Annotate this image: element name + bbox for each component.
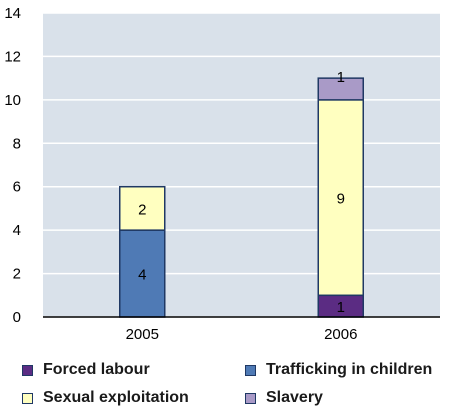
y-axis-tick-labels: 0 2 4 6 8 10 12 14	[4, 5, 21, 326]
data-label-2006-forced-labour: 1	[337, 299, 345, 316]
legend-item-sexual-exploitation: Sexual exploitation	[22, 389, 189, 407]
y-tick-label-4: 4	[13, 222, 21, 239]
data-label-2005-trafficking-in-children: 4	[138, 267, 146, 284]
bar-segment-2005-sexual-exploitation	[119, 185, 166, 231]
data-labels: 4 2 1 9 1	[138, 69, 345, 316]
x-axis-category-labels: 2005 2006	[126, 326, 358, 343]
legend: Forced labour Trafficking in children Se…	[0, 354, 459, 414]
y-tick-label-8: 8	[13, 135, 21, 152]
legend-item-slavery: Slavery	[245, 389, 323, 407]
y-tick-label-2: 2	[13, 266, 21, 283]
legend-item-trafficking-in-children: Trafficking in children	[245, 361, 432, 379]
legend-label-forced-labour: Forced labour	[43, 361, 150, 378]
gridlines	[43, 12, 440, 318]
stacked-bar-chart: 0 2 4 6 8 10 12 14 4 2 1 9 1 2005 2006	[4, 5, 440, 343]
bar-segment-2005-trafficking-in-children	[119, 229, 166, 318]
legend-label-slavery: Slavery	[266, 389, 323, 406]
legend-label-trafficking-in-children: Trafficking in children	[266, 361, 433, 378]
y-tick-label-6: 6	[13, 179, 21, 196]
bar-segment-2006-slavery	[317, 77, 364, 101]
data-label-2005-sexual-exploitation: 2	[138, 201, 146, 218]
bar-segment-2006-sexual-exploitation	[317, 99, 364, 297]
data-label-2006-slavery: 1	[337, 69, 345, 86]
y-tick-label-10: 10	[4, 92, 21, 109]
legend-swatch-slavery	[245, 392, 256, 404]
legend-label-sexual-exploitation: Sexual exploitation	[43, 389, 189, 406]
legend-swatch-trafficking-in-children	[245, 364, 256, 376]
legend-swatch-forced-labour	[22, 364, 33, 376]
legend-swatch-sexual-exploitation	[22, 392, 33, 404]
y-tick-label-14: 14	[4, 5, 21, 22]
x-category-label-2005: 2005	[126, 326, 159, 343]
data-label-2006-sexual-exploitation: 9	[337, 191, 345, 208]
plot-background	[43, 13, 440, 317]
y-tick-label-12: 12	[4, 48, 21, 65]
x-category-label-2006: 2006	[324, 326, 357, 343]
legend-item-forced-labour: Forced labour	[22, 361, 150, 379]
y-tick-label-0: 0	[13, 309, 21, 326]
bars	[119, 77, 364, 318]
